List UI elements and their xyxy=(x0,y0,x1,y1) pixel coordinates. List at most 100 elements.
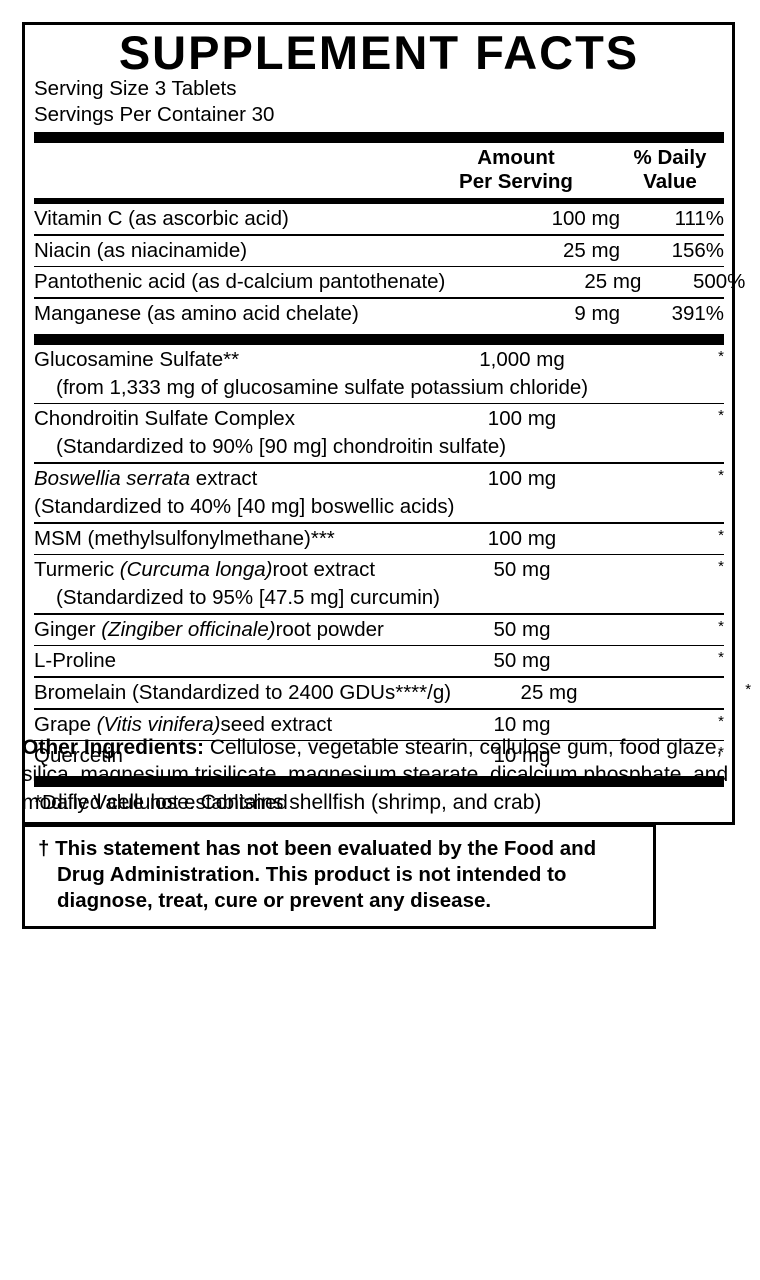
rule-thick-mid xyxy=(34,333,724,345)
nutrient-name-text: L-Proline xyxy=(34,649,117,673)
daily-value-asterisk: * xyxy=(718,649,724,667)
nutrient-name-text: Vitamin C (as ascorbic acid) xyxy=(34,207,289,231)
nutrient-amount: 100 mg xyxy=(487,526,557,550)
nutrient-name: L-Proline xyxy=(34,648,424,673)
nutrient-name-suffix: root powder xyxy=(275,617,384,641)
nutrient-amount: 50 mg xyxy=(493,649,551,673)
daily-value-asterisk: * xyxy=(718,744,724,762)
nutrient-name-prefix: Turmeric xyxy=(34,558,120,582)
row-divider xyxy=(34,676,724,678)
nutrient-name: Grape (Vitis vinifera)seed extract xyxy=(34,712,424,737)
nutrient-name-text: Glucosamine Sulfate** xyxy=(34,347,240,371)
servings-per-container: Servings Per Container 30 xyxy=(34,103,275,127)
daily-value-asterisk: * xyxy=(745,680,752,698)
nutrient-name-suffix: seed extract xyxy=(220,712,333,736)
dagger-icon: † xyxy=(38,837,50,860)
fda-disclaimer-box: † This statement has not been evaluated … xyxy=(22,824,656,929)
nutrient-name: Vitamin C (as ascorbic acid) xyxy=(34,206,424,231)
nutrient-amount: 10 mg xyxy=(493,744,551,768)
nutrient-name: Chondroitin Sulfate Complex xyxy=(34,406,424,431)
nutrient-subtext: (Standardized to 90% [90 mg] chondroitin… xyxy=(56,435,507,459)
supplement-facts-panel: SUPPLEMENT FACTS Serving Size 3 Tablets … xyxy=(22,22,751,825)
row-divider xyxy=(34,613,724,615)
row-divider xyxy=(34,265,724,268)
rule-thick-top xyxy=(34,132,724,144)
column-header-dv-line2: Value xyxy=(643,170,697,194)
nutrient-name-botanical: Boswellia serrata xyxy=(34,466,191,490)
nutrient-name-text: Quercetin xyxy=(34,744,123,768)
nutrient-row: Turmeric (Curcuma longa)root extract 50 m… xyxy=(34,555,724,585)
column-headers: Amount Per Serving % Daily Value xyxy=(34,143,724,198)
other-ingredients: Other Ingredients: Cellulose, vegetable … xyxy=(22,734,738,816)
nutrient-row: Boswellia serrata extract 100 mg * xyxy=(34,464,724,494)
nutrient-subtext: (Standardized to 95% [47.5 mg] curcumin) xyxy=(56,586,440,610)
nutrient-row: L-Proline 50 mg * xyxy=(34,646,724,676)
nutrient-name: Bromelain (Standardized to 2400 GDUs****… xyxy=(34,680,451,705)
column-header-daily-value: % Daily Value xyxy=(616,146,724,194)
daily-value-asterisk: * xyxy=(718,558,724,576)
nutrient-name-prefix: Grape xyxy=(34,712,97,736)
nutrient-daily-value: * xyxy=(620,649,724,672)
nutrient-amount: 1,000 mg xyxy=(479,347,565,371)
nutrient-name-text: Bromelain (Standardized to 2400 GDUs****… xyxy=(34,680,452,704)
nutrient-name: Quercetin xyxy=(34,743,424,768)
nutrient-amount: 10 mg xyxy=(493,712,551,736)
nutrient-row: MSM (methylsulfonylmethane)*** 100 mg * xyxy=(34,524,724,554)
row-divider xyxy=(34,234,724,236)
row-divider xyxy=(34,644,724,647)
nutrient-daily-value: * xyxy=(620,744,724,767)
nutrient-amount: 25 mg xyxy=(563,238,620,262)
row-divider xyxy=(34,462,724,464)
nutrient-daily-value: 156% xyxy=(671,238,724,262)
nutrient-amount: 100 mg xyxy=(551,207,620,231)
nutrient-amount: 100 mg xyxy=(487,407,557,431)
nutrient-subtext: (Standardized to 40% [40 mg] boswellic a… xyxy=(34,494,455,518)
nutrient-name: Manganese (as amino acid chelate) xyxy=(34,301,424,326)
nutrient-name-text: Manganese (as amino acid chelate) xyxy=(34,301,359,325)
rule-med-header xyxy=(34,198,724,205)
nutrient-name-text: MSM (methylsulfonylmethane)*** xyxy=(34,526,335,550)
row-divider xyxy=(34,707,724,710)
nutrient-daily-value: * xyxy=(647,681,751,704)
nutrient-amount: 25 mg xyxy=(520,680,578,704)
nutrient-daily-value: * xyxy=(620,618,724,641)
nutrient-name-botanical: (Zingiber officinale) xyxy=(101,617,276,641)
nutrient-name-botanical: (Curcuma longa) xyxy=(119,558,273,582)
row-divider xyxy=(34,521,724,524)
nutrient-name: Niacin (as niacinamide) xyxy=(34,238,424,263)
nutrient-row: Pantothenic acid (as d-calcium pantothen… xyxy=(34,267,745,297)
daily-value-asterisk: * xyxy=(718,466,724,484)
nutrient-row: Vitamin C (as ascorbic acid) 100 mg 111% xyxy=(34,204,724,234)
column-header-amount-line2: Per Serving xyxy=(459,170,573,194)
nutrient-daily-value: 500% xyxy=(692,270,746,294)
nutrient-name: Boswellia serrata extract xyxy=(34,466,424,491)
nutrient-row: Glucosamine Sulfate** 1,000 mg * xyxy=(34,345,724,375)
other-ingredients-label: Other Ingredients: xyxy=(22,736,205,759)
nutrient-name: Pantothenic acid (as d-calcium pantothen… xyxy=(34,269,445,294)
nutrient-name: MSM (methylsulfonylmethane)*** xyxy=(34,526,424,551)
nutrient-row: Grape (Vitis vinifera)seed extract 10 mg * xyxy=(34,710,724,740)
column-header-dv-line1: % Daily xyxy=(633,146,707,170)
nutrient-amount: 100 mg xyxy=(487,466,557,490)
nutrient-daily-value: * xyxy=(620,467,724,490)
nutrient-name-suffix: root extract xyxy=(272,558,376,582)
daily-value-asterisk: * xyxy=(718,617,724,635)
nutrient-amount: 25 mg xyxy=(584,270,642,294)
nutrient-daily-value: * xyxy=(620,558,724,581)
nutrient-name-prefix: Ginger xyxy=(34,617,102,641)
nutrient-name: Ginger (Zingiber officinale)root powder xyxy=(34,617,424,642)
other-ingredients-text: Cellulose, vegetable stearin, cellulose … xyxy=(22,736,729,814)
fda-disclaimer-body: This statement has not been evaluated by… xyxy=(55,837,597,913)
nutrient-daily-value: * xyxy=(620,713,724,736)
row-divider xyxy=(34,402,724,405)
nutrient-daily-value: * xyxy=(620,407,724,430)
row-divider xyxy=(34,739,724,742)
nutrient-name-botanical: (Vitis vinifera) xyxy=(96,712,221,736)
blend-rows: Glucosamine Sulfate** 1,000 mg * (from 1,33… xyxy=(34,345,751,771)
row-divider xyxy=(34,297,724,299)
nutrient-name-text: Pantothenic acid (as d-calcium pantothen… xyxy=(34,270,446,294)
nutrient-daily-value: 391% xyxy=(671,301,724,325)
daily-value-asterisk: * xyxy=(718,712,724,730)
nutrient-subtext: (from 1,333 mg of glucosamine sulfate po… xyxy=(56,375,589,399)
nutrient-daily-value: * xyxy=(620,348,724,371)
